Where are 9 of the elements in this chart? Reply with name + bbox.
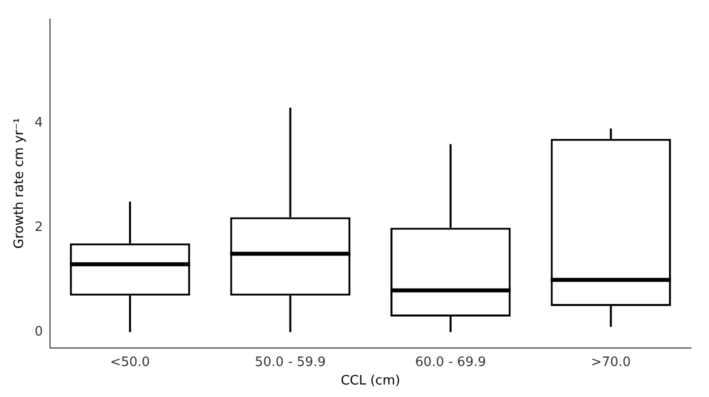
x-tick-label: >70.0: [590, 354, 631, 370]
y-axis-title: Growth rate cm yr⁻¹: [12, 118, 28, 249]
x-tick-label: 60.0 - 69.9: [415, 354, 486, 370]
x-tick-label: <50.0: [110, 354, 150, 370]
y-tick-label: 0: [34, 324, 43, 340]
y-tick-label: 2: [34, 220, 43, 236]
y-tick-label: 4: [34, 116, 43, 131]
x-tick-label: 50.0 - 59.9: [254, 354, 326, 370]
x-axis-title: CCL (cm): [340, 374, 400, 389]
